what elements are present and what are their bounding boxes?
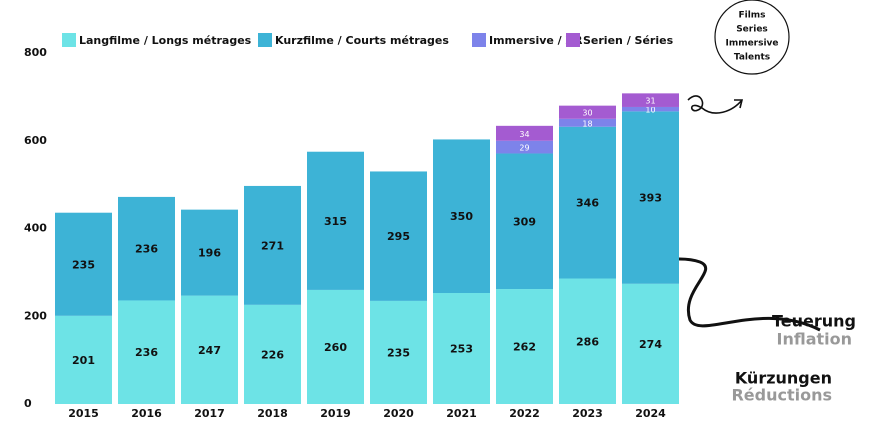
- bar-segment: [55, 212, 112, 316]
- value-label: 196: [198, 247, 221, 260]
- legend-swatch: [62, 33, 76, 47]
- bar-segment: [496, 125, 553, 141]
- y-tick-label: 400: [24, 222, 47, 235]
- y-tick-label: 200: [24, 309, 47, 322]
- circle-text: Talents: [734, 53, 770, 63]
- value-label: 286: [576, 335, 599, 348]
- y-tick-label: 600: [24, 134, 47, 147]
- x-tick-label: 2015: [68, 407, 99, 420]
- annotation: Réductions: [731, 386, 832, 405]
- bar-segment: [622, 106, 679, 112]
- circle-text: Immersive: [725, 39, 778, 49]
- value-label: 262: [513, 341, 536, 354]
- bar-segment: [496, 153, 553, 290]
- bar-segment: [622, 111, 679, 284]
- bar-segment: [559, 105, 616, 119]
- value-label: 18: [582, 119, 592, 128]
- bar-segment: [118, 196, 175, 301]
- x-tick-label: 2023: [572, 407, 603, 420]
- value-label: 34: [519, 130, 529, 139]
- legend-swatch: [566, 33, 580, 47]
- x-tick-label: 2021: [446, 407, 477, 420]
- legend-swatch: [258, 33, 272, 47]
- value-label: 295: [387, 230, 410, 243]
- x-tick-label: 2017: [194, 407, 225, 420]
- bar-segment: [433, 139, 490, 293]
- value-label: 393: [639, 192, 662, 205]
- bar-segment: [433, 292, 490, 404]
- value-label: 235: [387, 346, 410, 359]
- x-tick-label: 2016: [131, 407, 162, 420]
- value-label: 236: [135, 346, 158, 359]
- y-tick-label: 800: [24, 46, 47, 59]
- bar-segment: [622, 93, 679, 107]
- bar-segment: [244, 185, 301, 305]
- arrow: [687, 95, 743, 114]
- bar-segment: [370, 171, 427, 301]
- circle-text: Series: [736, 25, 768, 35]
- x-tick-label: 2020: [383, 407, 414, 420]
- x-tick-label: 2019: [320, 407, 351, 420]
- annotation: Kürzungen: [735, 369, 832, 388]
- value-label: 29: [519, 144, 529, 153]
- legend-swatch: [472, 33, 486, 47]
- x-tick-label: 2018: [257, 407, 288, 420]
- bar-segment: [559, 118, 616, 127]
- bar-segment: [370, 300, 427, 404]
- value-label: 31: [645, 97, 655, 106]
- bar-segment: [181, 209, 238, 296]
- x-tick-label: 2024: [635, 407, 666, 420]
- value-label: 309: [513, 215, 536, 228]
- bar-segment: [244, 304, 301, 404]
- value-label: 271: [261, 239, 284, 252]
- value-label: 260: [324, 341, 347, 354]
- value-label: 10: [645, 106, 655, 115]
- value-label: 350: [450, 210, 473, 223]
- arrow-head: [734, 99, 744, 109]
- bar-segment: [622, 283, 679, 404]
- value-label: 253: [450, 342, 473, 355]
- bar-segment: [307, 151, 364, 290]
- value-label: 346: [576, 197, 599, 210]
- value-label: 30: [582, 109, 592, 118]
- x-tick-label: 2022: [509, 407, 540, 420]
- bar-segment: [181, 295, 238, 404]
- bar-segment: [55, 315, 112, 404]
- legend-label: Serien / Séries: [583, 34, 674, 47]
- bar-segment: [118, 300, 175, 404]
- legend-label: Kurzfilme / Courts métrages: [275, 34, 449, 47]
- bar-segment: [496, 140, 553, 154]
- value-label: 201: [72, 354, 95, 367]
- bar-segment: [307, 289, 364, 404]
- bar-segment: [496, 289, 553, 404]
- value-label: 315: [324, 215, 347, 228]
- annotation: Teuerung: [772, 312, 856, 331]
- circle-text: Films: [738, 11, 765, 21]
- value-label: 247: [198, 344, 221, 357]
- bar-segment: [559, 278, 616, 404]
- value-label: 226: [261, 348, 284, 361]
- annotation: Inflation: [776, 330, 852, 349]
- legend-label: Immersive / XR: [489, 34, 583, 47]
- value-label: 236: [135, 243, 158, 256]
- y-tick-label: 0: [24, 397, 32, 410]
- bar-segment: [559, 126, 616, 279]
- legend-label: Langfilme / Longs métrages: [79, 34, 252, 47]
- value-label: 235: [72, 258, 95, 271]
- value-label: 274: [639, 338, 662, 351]
- callout-circle: [714, 0, 790, 75]
